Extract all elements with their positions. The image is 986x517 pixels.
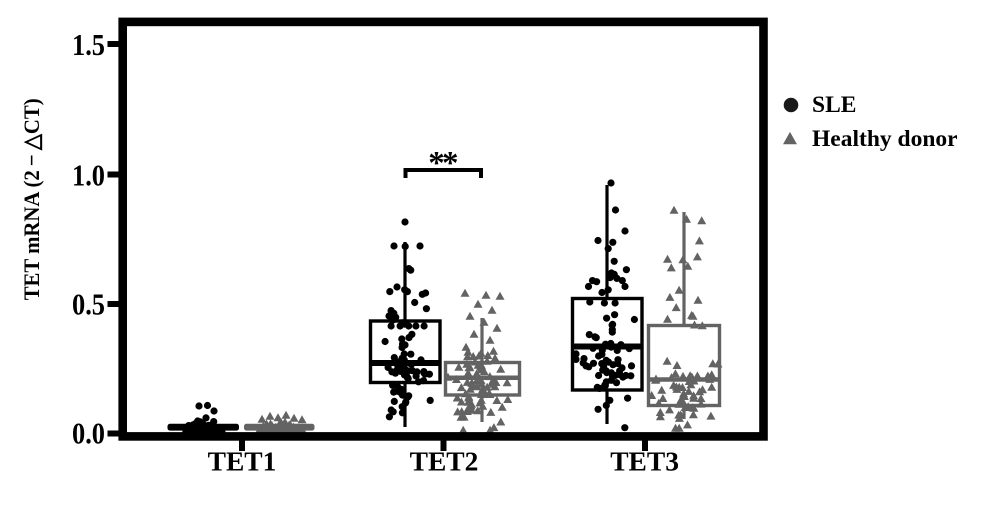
svg-text:TET2: TET2 bbox=[410, 446, 479, 477]
svg-text:TET3: TET3 bbox=[610, 446, 679, 477]
svg-text:*: * bbox=[428, 146, 445, 182]
svg-text:TET mRNA (2 − △CT): TET mRNA (2 − △CT) bbox=[19, 98, 44, 300]
svg-text:1.5: 1.5 bbox=[72, 28, 105, 62]
svg-text:0.0: 0.0 bbox=[72, 417, 105, 451]
svg-text:SLE: SLE bbox=[812, 92, 856, 118]
svg-text:Healthy donor: Healthy donor bbox=[812, 126, 958, 152]
svg-text:0.5: 0.5 bbox=[72, 288, 105, 322]
svg-text:1.0: 1.0 bbox=[72, 158, 105, 192]
svg-text:TET1: TET1 bbox=[208, 446, 277, 477]
svg-text:*: * bbox=[442, 146, 459, 182]
